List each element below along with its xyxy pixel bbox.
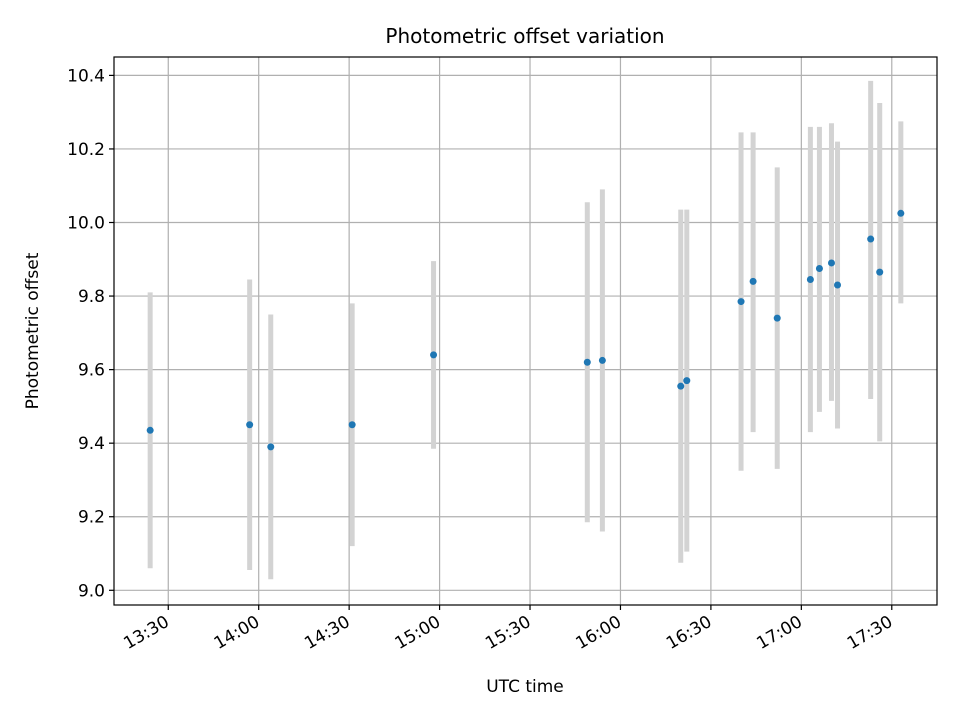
x-tick-label: 14:30	[301, 612, 353, 654]
data-point	[430, 351, 438, 359]
chart-title: Photometric offset variation	[385, 24, 664, 48]
x-tick-label: 15:30	[482, 612, 534, 654]
y-axis-ticks: 9.0 9.2 9.4 9.6 9.8 10.0 10.2 10.4	[67, 66, 114, 601]
grid	[114, 57, 937, 605]
x-axis-label: UTC time	[486, 677, 564, 697]
x-tick-label: 15:00	[392, 612, 444, 654]
data-point	[598, 356, 606, 364]
x-tick-label: 17:30	[844, 612, 896, 654]
data-point	[246, 421, 254, 429]
data-point	[267, 443, 275, 451]
data-point	[897, 209, 905, 217]
data-point	[867, 235, 875, 243]
y-tick-label: 9.2	[78, 508, 105, 528]
y-tick-label: 9.8	[78, 287, 105, 307]
data-point	[583, 358, 591, 366]
data-point	[773, 314, 781, 322]
y-tick-label: 10.0	[67, 214, 105, 234]
data-point	[876, 268, 884, 276]
y-tick-label: 10.2	[67, 140, 105, 160]
data-point	[146, 426, 154, 434]
data-point	[348, 421, 356, 429]
data-point	[834, 281, 842, 289]
y-tick-label: 9.4	[78, 434, 105, 454]
data-point	[827, 259, 835, 267]
x-tick-label: 14:00	[211, 612, 263, 654]
markers	[146, 209, 905, 451]
y-axis-label: Photometric offset	[23, 252, 43, 409]
y-tick-label: 9.0	[78, 581, 105, 601]
data-point	[737, 298, 745, 306]
data-point	[749, 277, 757, 285]
x-tick-label: 13:30	[120, 612, 172, 654]
x-tick-label: 16:00	[573, 612, 625, 654]
data-point	[683, 377, 691, 385]
plot-frame	[113, 56, 938, 606]
data-point	[806, 276, 814, 284]
x-axis-ticks: 13:30 14:00 14:30 15:00 15:30 16:00 16:30 17:00…	[120, 605, 896, 654]
y-tick-label: 10.4	[67, 66, 105, 86]
data-point	[677, 382, 685, 390]
errorbars	[147, 80, 904, 580]
data-point	[815, 264, 823, 272]
x-tick-label: 16:30	[663, 612, 715, 654]
y-tick-label: 9.6	[78, 361, 105, 381]
x-tick-label: 17:00	[753, 612, 805, 654]
